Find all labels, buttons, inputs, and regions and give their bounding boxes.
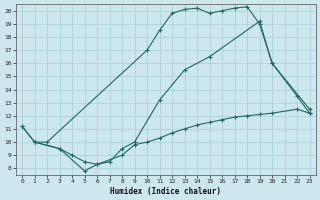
X-axis label: Humidex (Indice chaleur): Humidex (Indice chaleur) bbox=[110, 187, 221, 196]
